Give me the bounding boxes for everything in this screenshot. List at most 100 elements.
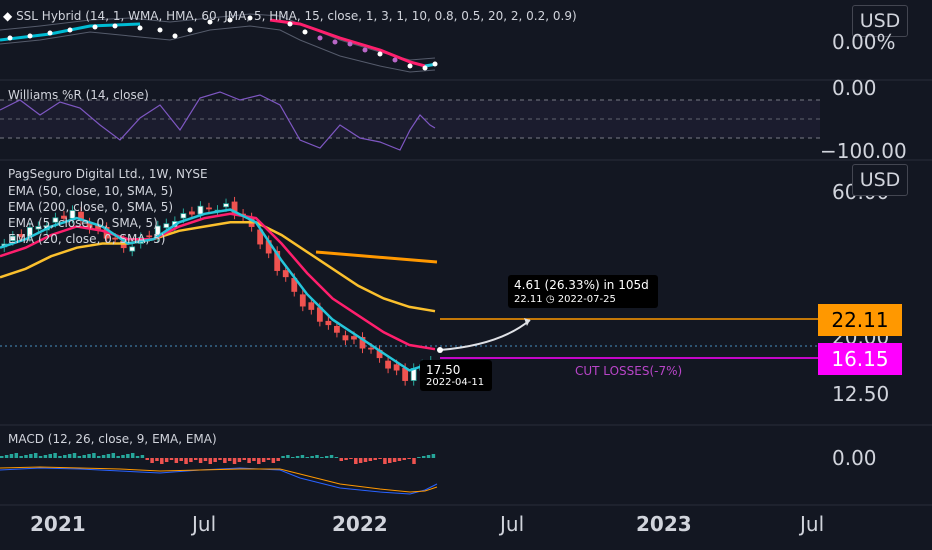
ssl-dot (7, 35, 13, 41)
clock-icon: ◷ (545, 294, 555, 305)
macd-bar (257, 458, 261, 464)
currency-button-price[interactable]: USD (852, 164, 908, 196)
ssl-dot (92, 24, 98, 30)
ssl-dot (317, 35, 323, 41)
ssl-dot (347, 41, 353, 47)
macd-bar (276, 458, 280, 461)
macd-bar (155, 458, 159, 461)
macd-bar (368, 458, 373, 461)
ssl-dot (172, 33, 178, 39)
ema20-legend[interactable]: EMA (20, close, 0, SMA, 5) (8, 232, 166, 246)
macd-bar (179, 458, 183, 461)
macd-bar (286, 455, 290, 458)
macd-bar (412, 458, 416, 464)
ssl-dot (302, 29, 308, 35)
price-axis-low: 12.50 (832, 382, 890, 406)
macd-bar (223, 458, 227, 463)
macd-bar (354, 458, 358, 464)
ssl-band-lower (0, 25, 436, 73)
macd-bar (77, 456, 82, 458)
ssl-dot (137, 25, 143, 31)
entry-dot (437, 347, 443, 353)
ssl-dot (187, 27, 193, 33)
macd-bar (344, 458, 348, 460)
x-tick-jul-2022: Jul (500, 512, 525, 536)
ema200-legend[interactable]: EMA (200, close, 0, SMA, 5) (8, 200, 174, 214)
candle (334, 325, 340, 333)
candle (163, 223, 170, 229)
ssl-legend[interactable]: ◆ SSL Hybrid (14, 1, WMA, HMA, 60, JMA, … (3, 9, 577, 23)
macd-axis-zero: 0.00 (832, 446, 877, 470)
macd-bar (315, 455, 319, 458)
ssl-dot (407, 63, 413, 69)
macd-bar (189, 458, 193, 462)
ema50-legend[interactable]: EMA (50, close, 10, SMA, 5) (8, 184, 174, 198)
macd-bar (106, 454, 111, 458)
macd-bar (130, 453, 135, 458)
candle (189, 211, 195, 215)
macd-histogram (0, 453, 436, 464)
macd-bar (232, 458, 237, 464)
candle (359, 336, 366, 349)
macd-bar (237, 458, 242, 462)
x-tick-2023: 2023 (636, 512, 692, 536)
macd-bar (324, 456, 329, 458)
macd-bar (150, 458, 154, 463)
macd-bar (421, 456, 426, 458)
macd-bar (53, 453, 57, 458)
macd-bar (19, 456, 23, 458)
candle (52, 217, 59, 223)
candle (274, 250, 281, 271)
macd-bar (4, 455, 9, 458)
macd-bar (227, 458, 232, 461)
ssl-dot (207, 19, 213, 25)
ssl-dot (422, 65, 428, 71)
x-tick-2022: 2022 (332, 512, 388, 536)
macd-bar (126, 454, 130, 458)
currency-button-top[interactable]: USD (852, 5, 908, 37)
macd-bar (431, 454, 436, 458)
macd-bar (349, 458, 353, 459)
macd-bar (417, 457, 421, 458)
williams-legend[interactable]: Williams %R (14, close) (8, 88, 149, 102)
macd-bar (9, 454, 14, 458)
macd-bar (261, 458, 266, 462)
macd-bar (92, 453, 96, 458)
macd-bar (271, 458, 276, 463)
candle (342, 335, 349, 341)
ssl-legend-text: SSL Hybrid (14, 1, WMA, HMA, 60, JMA, 5,… (16, 9, 577, 23)
candle (351, 336, 357, 340)
ssl-dots (7, 15, 438, 71)
cut-losses-label: CUT LOSSES(-7%) (575, 364, 683, 378)
macd-bar (397, 458, 402, 461)
projection-date: 2022-07-25 (557, 294, 616, 305)
macd-bar (58, 456, 62, 458)
macd-bar (383, 458, 387, 464)
candle (180, 213, 187, 219)
projection-sub: 22.11 ◷ 2022-07-25 (514, 294, 652, 305)
target-price-tag: 22.11 (818, 304, 902, 336)
macd-bar (0, 456, 4, 458)
candle (206, 207, 212, 210)
macd-bar (14, 453, 19, 458)
price-pane (0, 196, 820, 386)
ssl-dot (227, 17, 233, 23)
ssl-dot (332, 39, 338, 45)
wr-axis-bottom: −100.00 (820, 139, 907, 163)
projection-arrow (439, 319, 531, 351)
wr-axis-top: 0.00 (832, 76, 877, 100)
ema5-legend[interactable]: EMA (5, close, 0, SMA, 5) (8, 216, 158, 230)
macd-bar (213, 458, 217, 462)
candle (325, 320, 332, 326)
main-series-title[interactable]: PagSeguro Digital Ltd., 1W, NYSE (8, 167, 208, 181)
williams-line (0, 91, 436, 151)
macd-bar (38, 456, 43, 458)
ssl-dot (392, 57, 398, 63)
ssl-dot (287, 21, 293, 27)
macd-bar (300, 455, 305, 458)
ssl-dot (157, 27, 163, 33)
macd-legend[interactable]: MACD (12, 26, close, 9, EMA, EMA) (8, 432, 217, 446)
macd-bar (358, 458, 363, 463)
macd-bar (184, 458, 188, 464)
macd-bar (135, 456, 140, 458)
